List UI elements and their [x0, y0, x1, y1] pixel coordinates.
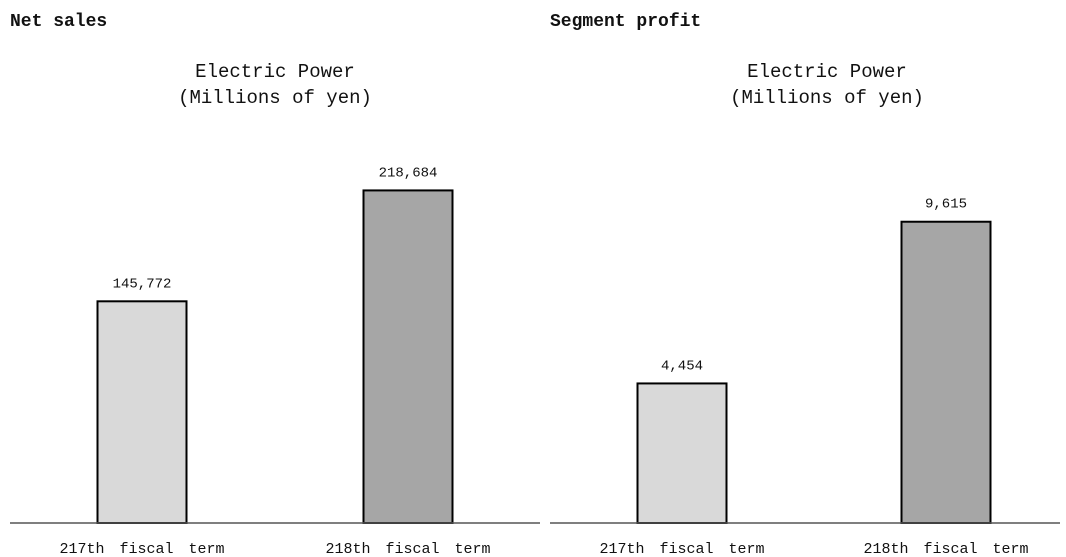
x-tick-label: 217th fiscal term [59, 541, 224, 557]
bar [96, 300, 188, 524]
chart-subtitle: (Millions of yen) [178, 87, 372, 109]
bar [362, 189, 454, 524]
value-label: 4,454 [661, 358, 703, 374]
chart-title: Net sales [10, 12, 107, 32]
bar [636, 382, 728, 525]
value-label: 145,772 [113, 276, 172, 292]
value-label: 9,615 [925, 197, 967, 213]
x-tick-label: 218th fiscal term [325, 541, 490, 557]
x-tick-label: 217th fiscal term [599, 541, 764, 557]
x-tick-label: 218th fiscal term [863, 541, 1028, 557]
chart-subtitle: Electric Power [747, 61, 907, 83]
value-label: 218,684 [379, 165, 438, 181]
bar [900, 220, 992, 524]
chart-title: Segment profit [550, 12, 701, 32]
chart-subtitle: Electric Power [195, 61, 355, 83]
chart-subtitle: (Millions of yen) [730, 87, 924, 109]
